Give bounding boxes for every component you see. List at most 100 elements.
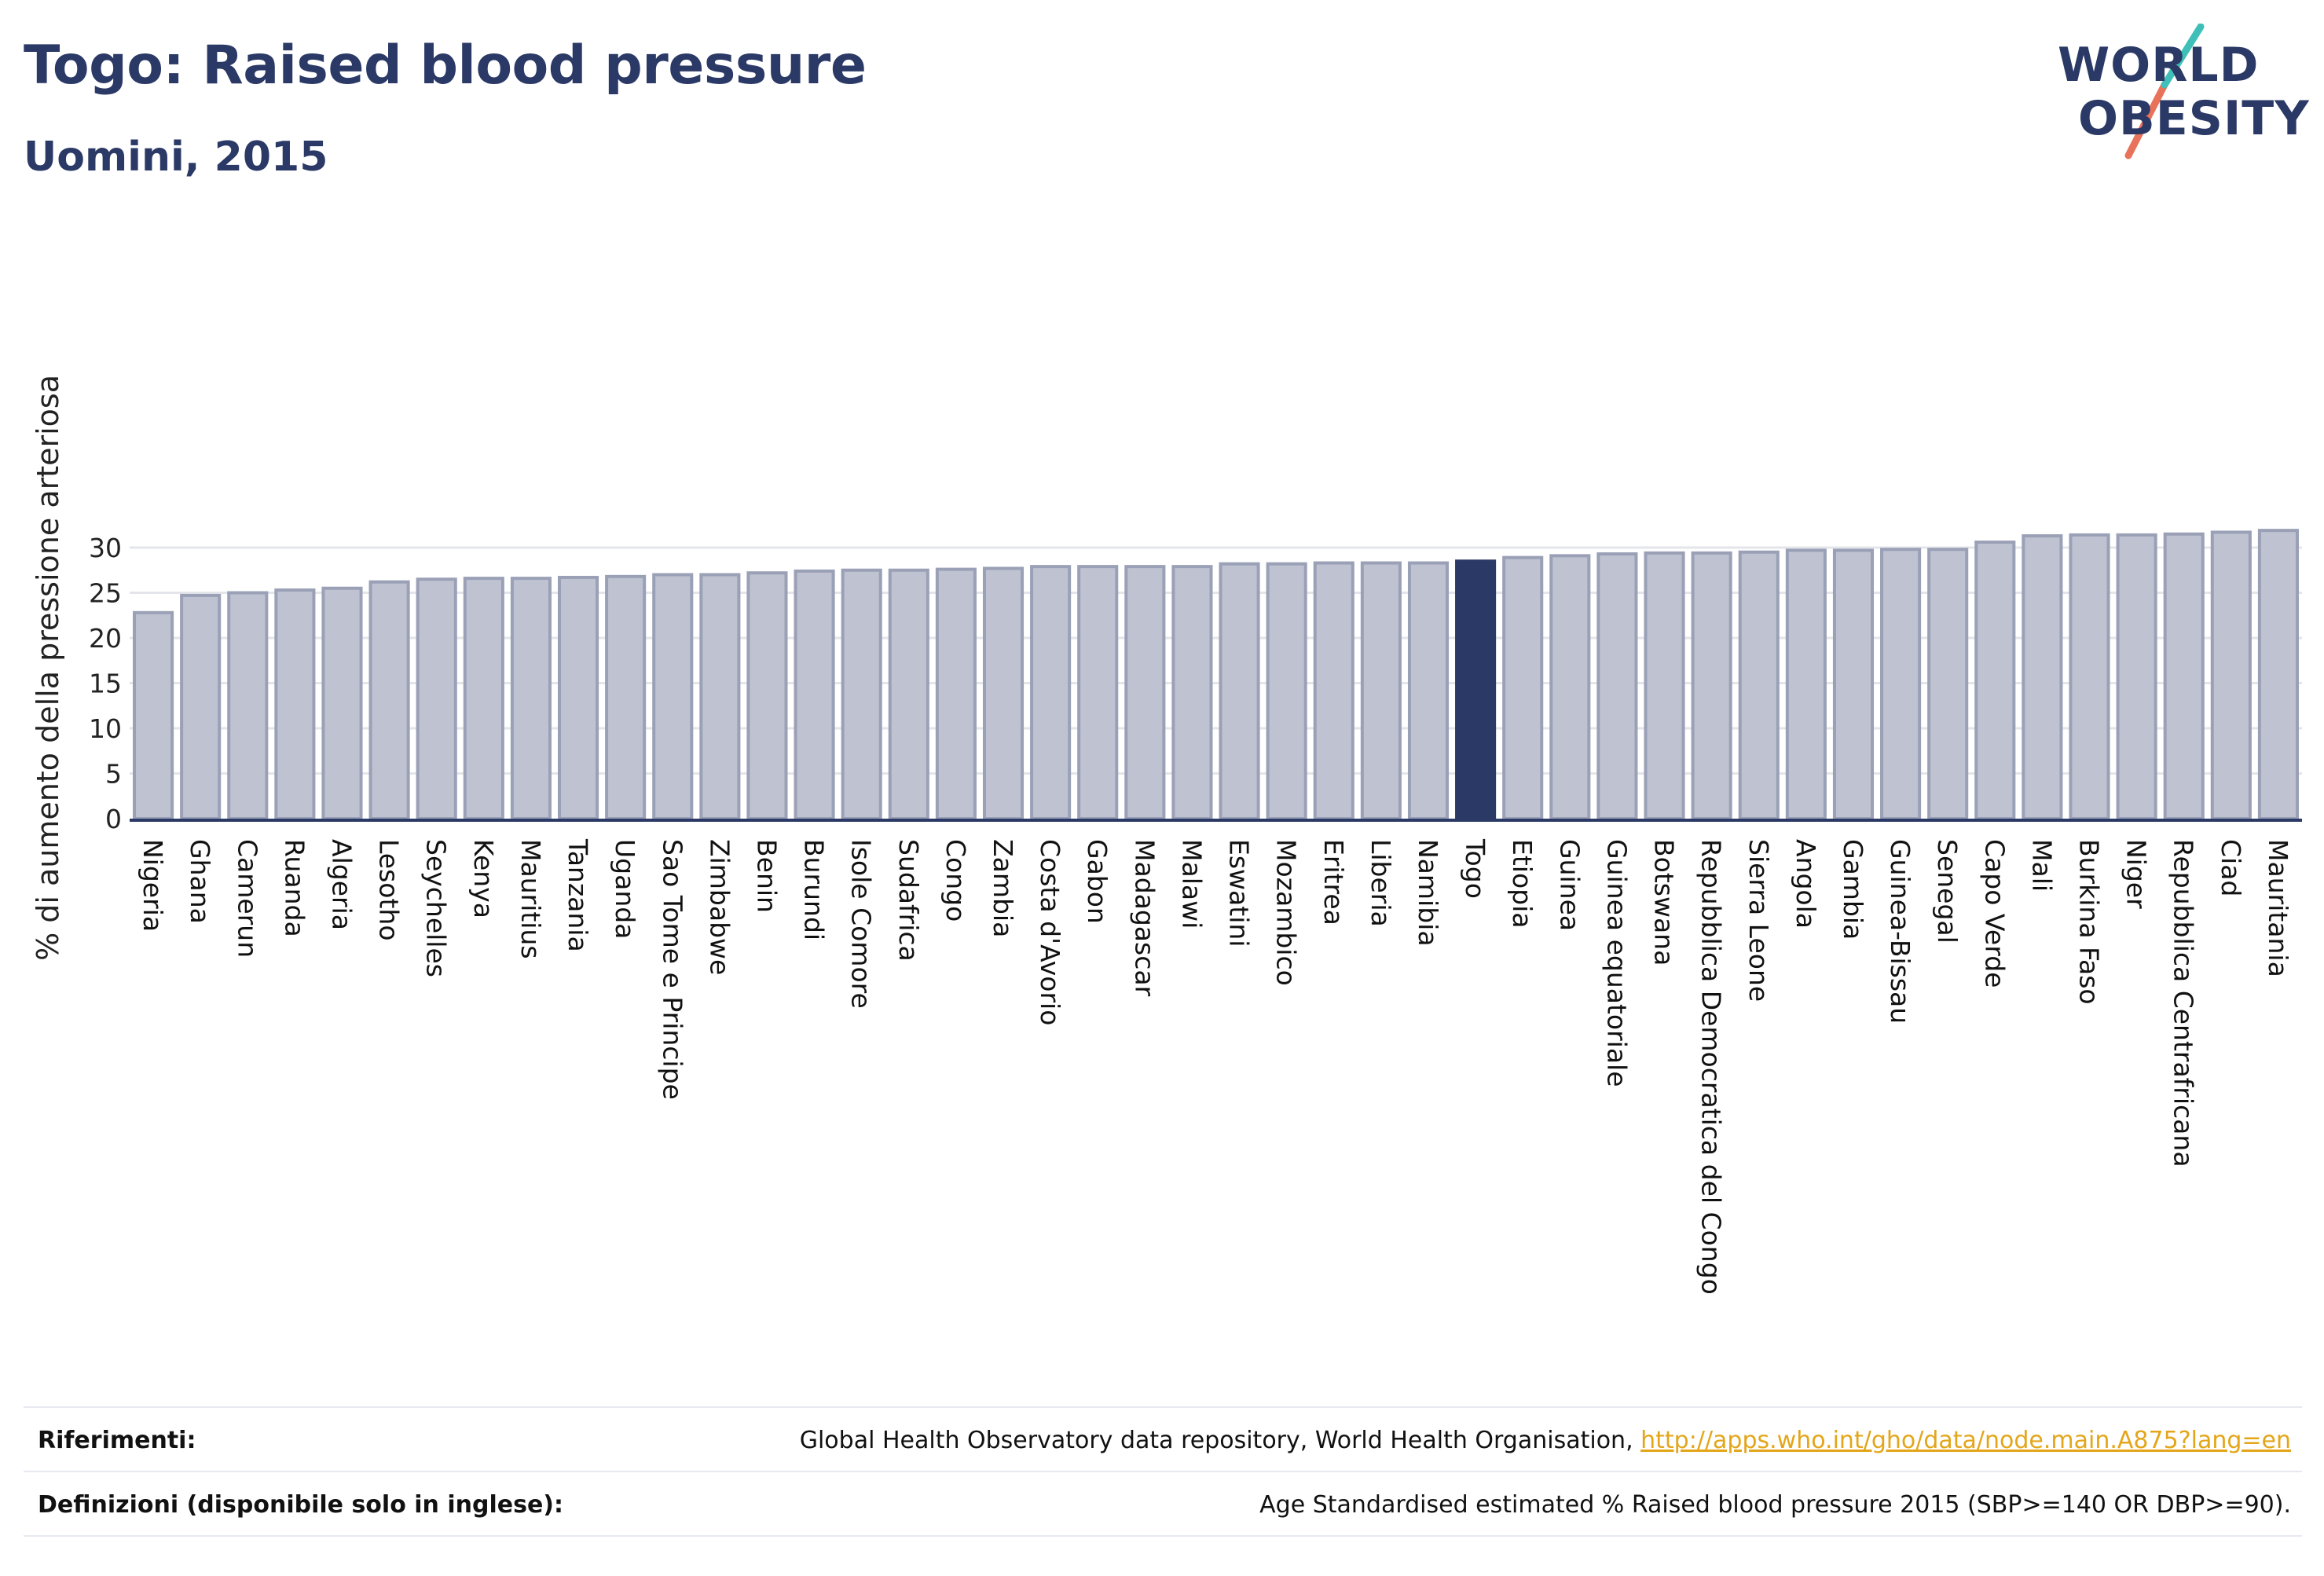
x-tick-label: Angola	[1791, 839, 1821, 929]
bar	[1974, 541, 2016, 820]
x-tick-label: Guinea-Bissau	[1885, 839, 1915, 1024]
bar	[841, 568, 882, 820]
bar	[1077, 565, 1119, 821]
bar	[227, 591, 269, 820]
references-link[interactable]: http://apps.who.int/gho/data/node.main.A…	[1640, 1427, 2291, 1454]
bar	[1124, 565, 1166, 821]
logo-slash-upper	[2161, 24, 2205, 89]
x-tick-label: Benin	[751, 839, 782, 913]
bar	[1785, 548, 1827, 820]
bar	[416, 577, 457, 820]
bar	[321, 586, 363, 820]
x-tick-label: Madagascar	[1129, 839, 1160, 997]
bar	[746, 571, 788, 820]
bar	[1407, 561, 1450, 820]
x-tick-label: Sierra Leone	[1743, 839, 1774, 1002]
bar	[1644, 551, 1685, 821]
y-tick-label: 10	[89, 713, 122, 744]
logo-slash-icon	[2124, 24, 2205, 159]
definitions-value: Age Standardised estimated % Raised bloo…	[1259, 1491, 2291, 1519]
x-tick-label: Uganda	[610, 839, 640, 939]
bar	[1313, 561, 1354, 820]
bar	[463, 577, 504, 820]
bar	[180, 593, 222, 820]
x-tick-label: Togo	[1460, 838, 1490, 899]
bar	[888, 568, 929, 820]
x-tick-label: Capo Verde	[1979, 839, 2010, 988]
x-tick-label: Camerun	[232, 839, 262, 958]
y-tick-label: 0	[105, 804, 122, 834]
bar	[2022, 534, 2063, 820]
x-tick-label: Etiopia	[1507, 839, 1538, 929]
footer-divider	[24, 1535, 2302, 1537]
y-axis-title: % di aumento della pressione arteriosa	[31, 375, 65, 961]
bar	[1360, 561, 1402, 820]
references-row: Riferimenti: Global Health Observatory d…	[24, 1406, 2302, 1471]
x-tick-label: Kenya	[468, 839, 499, 918]
x-tick-label: Gambia	[1838, 839, 1868, 940]
bar	[699, 573, 741, 820]
bar	[1880, 548, 1922, 820]
world-obesity-logo: WORLD OBESITY	[2047, 24, 2309, 165]
bars	[133, 529, 2299, 821]
x-tick-label: Zimbabwe	[704, 839, 735, 975]
x-tick-label: Guinea equatoriale	[1601, 839, 1632, 1087]
bar-chart: 0 5 10 15 20 25 30 Nigeria Ghana Camerun Ruanda Al…	[31, 375, 2302, 1295]
bar	[2210, 530, 2252, 820]
x-tick-label: Senegal	[1932, 839, 1963, 944]
y-tick-label: 30	[89, 533, 122, 563]
bar	[1502, 555, 1544, 821]
bar	[368, 580, 410, 820]
x-tick-label: Congo	[940, 839, 971, 922]
x-tick-label: Zambia	[988, 839, 1018, 937]
bar	[2163, 532, 2205, 820]
x-tick-label: Costa d'Avorio	[1035, 839, 1065, 1025]
bar	[982, 566, 1025, 820]
definitions-label: Definizioni (disponibile solo in inglese…	[38, 1491, 563, 1519]
y-tick-labels: 0 5 10 15 20 25 30	[89, 533, 122, 834]
bar	[1171, 565, 1213, 821]
x-tick-label: Niger	[2121, 839, 2152, 909]
bar	[1266, 562, 1307, 820]
x-tick-label: Ciad	[2216, 839, 2246, 896]
references-label: Riferimenti:	[38, 1427, 196, 1454]
logo-slash-lower	[2124, 81, 2168, 159]
x-tick-label: Nigeria	[137, 839, 168, 932]
bar	[274, 588, 316, 820]
y-tick-label: 15	[89, 669, 122, 699]
x-tick-label: Malawi	[1176, 839, 1207, 929]
x-tick-label: Sao Tome e Principe	[657, 839, 687, 1100]
x-tick-label: Isole Comore	[846, 839, 877, 1009]
bar	[2257, 529, 2299, 821]
x-tick-label: Mozambico	[1271, 839, 1302, 986]
x-tick-labels: Nigeria Ghana Camerun Ruanda Algeria Lesotho S…	[137, 838, 2293, 1295]
x-tick-label: Repubblica Democratica del Congo	[1696, 839, 1727, 1295]
chart-subtitle: Uomini, 2015	[24, 134, 328, 181]
y-tick-label: 5	[105, 759, 122, 790]
x-tick-label: Guinea	[1554, 839, 1585, 931]
bar	[1738, 550, 1780, 820]
x-tick-label: Eritrea	[1318, 839, 1349, 925]
bar-highlight	[1455, 559, 1497, 820]
x-tick-label: Repubblica Centrafricana	[2168, 839, 2199, 1167]
bar	[2069, 533, 2110, 821]
bar	[652, 573, 694, 820]
bar	[935, 567, 977, 820]
definitions-row: Definizioni (disponibile solo in inglese…	[24, 1471, 2302, 1535]
chart-title: Togo: Raised blood pressure	[24, 35, 867, 97]
bar	[1691, 551, 1732, 821]
x-tick-label: Burundi	[799, 839, 830, 940]
x-tick-label: Ghana	[185, 839, 215, 924]
bar	[794, 569, 835, 821]
bar	[557, 575, 599, 820]
bar	[1596, 552, 1638, 820]
x-tick-label: Lesotho	[374, 839, 405, 941]
logo-text-world: WORLD	[2058, 38, 2260, 93]
references-value: Global Health Observatory data repositor…	[800, 1427, 2291, 1454]
bar	[1219, 562, 1260, 820]
references-text: Global Health Observatory data repositor…	[799, 1427, 1641, 1454]
bar	[1927, 548, 1969, 820]
x-tick-label: Mauritania	[2263, 839, 2293, 977]
y-tick-label: 25	[89, 578, 122, 609]
x-tick-label: Algeria	[326, 839, 357, 930]
